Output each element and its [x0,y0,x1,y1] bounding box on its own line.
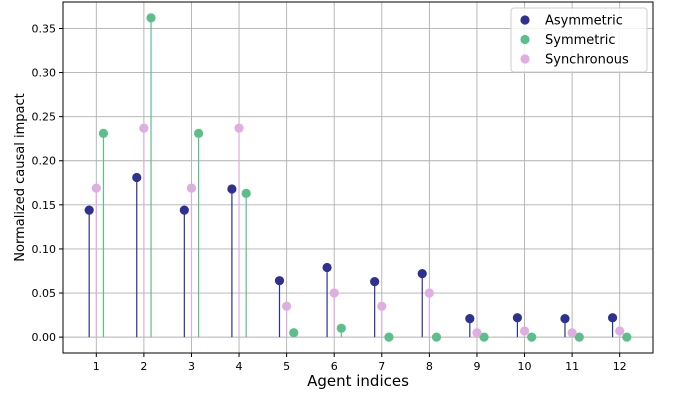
x-axis-ticks: 1 2 3 4 5 6 7 8 9 10 11 12 [93,353,627,373]
asymmetric-point [512,313,522,323]
x-tick-label: 5 [283,360,290,373]
synchronous-point [282,301,292,311]
x-tick-label: 1 [93,360,100,373]
asymmetric-point [370,276,380,287]
asymmetric-point [84,205,94,215]
symmetric-point [527,332,537,342]
legend-box [510,7,648,73]
symmetric-point [622,332,632,342]
stems-layer [88,17,621,338]
asymmetric-point [227,184,237,194]
symmetric-point [431,332,442,342]
plot-frame [62,1,654,354]
legend: Asymmetric Symmetric Synchronous [510,7,648,73]
legend-label-synchronous: Synchronous [545,53,629,68]
x-tick-label: 6 [331,360,338,373]
synchronous-point [615,326,625,336]
symmetric-point [194,128,204,139]
x-axis-label: Agent indices [307,372,409,390]
markers-layer [84,13,632,342]
symmetric-point [241,188,251,198]
asymmetric-point [607,313,618,323]
synchronous-point [472,328,482,338]
legend-marker-synchronous [520,54,530,64]
symmetric-point [336,323,346,333]
y-tick-label: 0.05 [32,287,57,300]
y-tick-label: 0.35 [32,22,57,35]
y-axis-label: Normalized causal impact [13,93,28,261]
y-tick-label: 0.10 [32,243,57,256]
legend-marker-symmetric [520,34,530,45]
symmetric-point [384,332,394,342]
synchronous-point [424,288,434,298]
asymmetric-point [465,314,475,324]
legend-marker-asymmetric [520,15,530,25]
synchronous-point [139,123,149,133]
asymmetric-point [132,172,142,183]
synchronous-point [91,183,101,193]
x-tick-label: 12 [613,360,627,373]
legend-entries: Asymmetric Symmetric Synchronous [520,14,629,68]
legend-label-symmetric: Symmetric [545,33,615,48]
asymmetric-point [560,314,570,324]
y-tick-label: 0.20 [32,155,57,168]
synchronous-point [377,301,387,311]
x-tick-label: 10 [518,360,532,373]
x-tick-label: 7 [378,360,385,373]
symmetric-point [479,332,489,342]
symmetric-point [146,13,156,23]
x-tick-label: 11 [565,360,579,373]
synchronous-point [567,328,577,338]
y-axis-ticks: 0.00 0.05 0.10 0.15 0.20 0.25 0.30 0.35 [32,22,63,344]
asymmetric-point [179,205,189,215]
asymmetric-point [274,276,285,286]
asymmetric-point [322,262,332,273]
symmetric-point [574,332,584,342]
synchronous-point [186,183,197,193]
y-tick-label: 0.00 [32,331,57,344]
x-tick-label: 9 [473,360,480,373]
synchronous-point [519,326,530,336]
y-tick-label: 0.25 [32,111,57,124]
legend-label-asymmetric: Asymmetric [545,14,623,29]
symmetric-point [98,128,109,139]
asymmetric-point [417,269,427,279]
x-tick-label: 2 [140,360,147,373]
y-tick-label: 0.30 [32,67,57,80]
x-tick-label: 3 [188,360,195,373]
x-tick-label: 4 [236,360,243,373]
symmetric-point [289,328,299,338]
y-tick-label: 0.15 [32,199,57,212]
x-tick-label: 8 [426,360,433,373]
synchronous-point [329,288,339,298]
synchronous-point [234,123,244,133]
